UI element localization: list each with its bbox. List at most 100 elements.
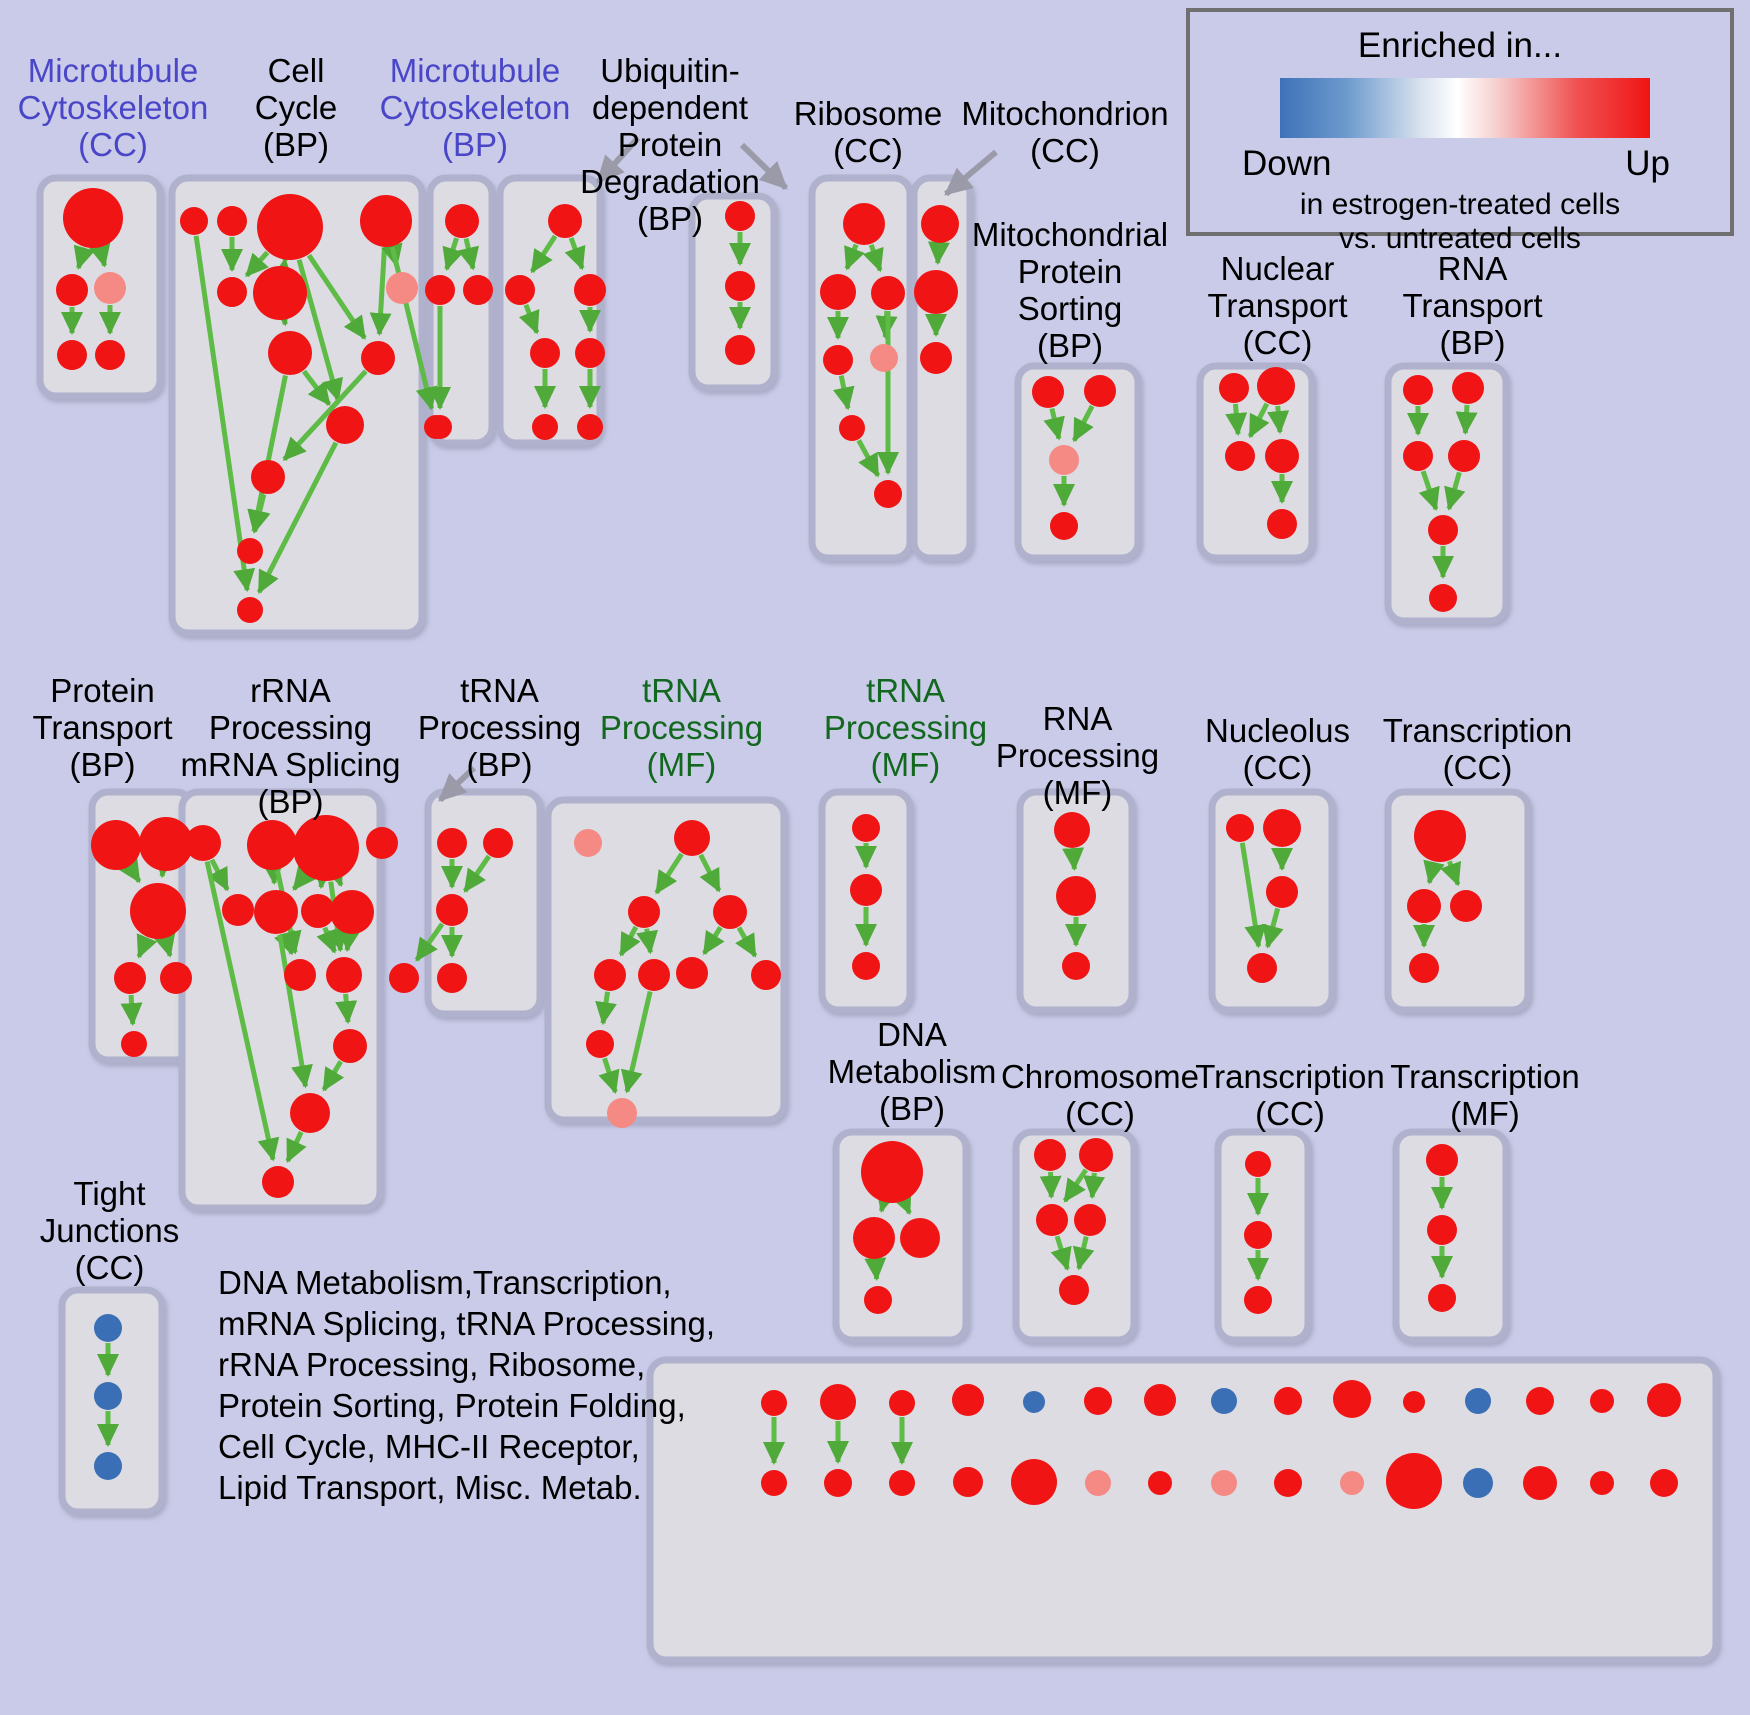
go-term-node[interactable] [1426, 1144, 1458, 1176]
go-term-node[interactable] [1590, 1389, 1614, 1413]
go-term-node[interactable] [548, 204, 582, 238]
go-term-node[interactable] [428, 415, 452, 439]
go-term-node[interactable] [914, 270, 958, 314]
go-term-node[interactable] [1274, 1387, 1302, 1415]
go-term-node[interactable] [725, 201, 755, 231]
go-term-node[interactable] [1079, 1138, 1113, 1172]
go-term-node[interactable] [1407, 889, 1441, 923]
go-term-node[interactable] [861, 1141, 923, 1203]
go-term-node[interactable] [1463, 1468, 1493, 1498]
go-term-node[interactable] [253, 266, 307, 320]
go-term-node[interactable] [1023, 1391, 1045, 1413]
go-term-node[interactable] [920, 342, 952, 374]
go-term-node[interactable] [761, 1390, 787, 1416]
go-term-node[interactable] [1403, 441, 1433, 471]
go-term-node[interactable] [1036, 1204, 1068, 1236]
go-term-node[interactable] [574, 829, 602, 857]
go-term-node[interactable] [326, 957, 362, 993]
go-term-node[interactable] [1386, 1453, 1442, 1509]
go-term-node[interactable] [1084, 1387, 1112, 1415]
go-term-node[interactable] [121, 1031, 147, 1057]
go-term-node[interactable] [139, 817, 193, 871]
go-term-node[interactable] [1032, 376, 1064, 408]
go-term-node[interactable] [820, 1384, 856, 1420]
go-term-node[interactable] [386, 272, 418, 304]
go-term-node[interactable] [850, 874, 882, 906]
go-term-node[interactable] [1414, 810, 1466, 862]
go-term-node[interactable] [1049, 445, 1079, 475]
go-term-node[interactable] [257, 194, 323, 260]
go-term-node[interactable] [713, 895, 747, 929]
go-term-node[interactable] [628, 896, 660, 928]
go-term-node[interactable] [1062, 952, 1090, 980]
go-term-node[interactable] [262, 1166, 294, 1198]
go-term-node[interactable] [114, 962, 146, 994]
go-term-node[interactable] [94, 1382, 122, 1410]
go-term-node[interactable] [952, 1384, 984, 1416]
go-term-node[interactable] [823, 345, 853, 375]
go-term-node[interactable] [1226, 814, 1254, 842]
go-term-node[interactable] [1448, 440, 1480, 472]
go-term-node[interactable] [437, 828, 467, 858]
go-term-node[interactable] [254, 890, 298, 934]
go-term-node[interactable] [1450, 890, 1482, 922]
go-term-node[interactable] [921, 205, 959, 243]
go-term-node[interactable] [95, 340, 125, 370]
go-term-node[interactable] [871, 276, 905, 310]
go-term-node[interactable] [1085, 1470, 1111, 1496]
go-term-node[interactable] [445, 204, 479, 238]
go-term-node[interactable] [864, 1286, 892, 1314]
go-term-node[interactable] [1267, 509, 1297, 539]
go-term-node[interactable] [63, 188, 123, 248]
go-term-node[interactable] [333, 1029, 367, 1063]
go-term-node[interactable] [725, 271, 755, 301]
go-term-node[interactable] [1452, 372, 1484, 404]
go-term-node[interactable] [1245, 1151, 1271, 1177]
go-term-node[interactable] [1011, 1459, 1057, 1505]
go-term-node[interactable] [889, 1470, 915, 1496]
go-term-node[interactable] [247, 820, 297, 870]
go-term-node[interactable] [237, 538, 263, 564]
go-term-node[interactable] [594, 959, 626, 991]
go-term-node[interactable] [638, 959, 670, 991]
go-term-node[interactable] [330, 890, 374, 934]
go-term-node[interactable] [1211, 1470, 1237, 1496]
go-term-node[interactable] [1054, 812, 1090, 848]
go-term-node[interactable] [1266, 876, 1298, 908]
go-term-node[interactable] [1650, 1469, 1678, 1497]
go-term-node[interactable] [676, 957, 708, 989]
go-term-node[interactable] [268, 331, 312, 375]
go-term-node[interactable] [57, 340, 87, 370]
go-term-node[interactable] [820, 274, 856, 310]
go-term-node[interactable] [574, 274, 606, 306]
go-term-node[interactable] [251, 460, 285, 494]
go-term-node[interactable] [532, 414, 558, 440]
go-term-node[interactable] [1148, 1471, 1172, 1495]
go-term-node[interactable] [94, 1314, 122, 1342]
go-term-node[interactable] [1526, 1387, 1554, 1415]
go-term-node[interactable] [853, 1217, 895, 1259]
go-term-node[interactable] [1247, 953, 1277, 983]
go-term-node[interactable] [839, 415, 865, 441]
go-term-node[interactable] [852, 952, 880, 980]
go-term-node[interactable] [1056, 876, 1096, 916]
go-term-node[interactable] [1340, 1471, 1364, 1495]
go-term-node[interactable] [1219, 373, 1249, 403]
go-term-node[interactable] [1265, 439, 1299, 473]
go-term-node[interactable] [130, 883, 186, 939]
go-term-node[interactable] [293, 815, 359, 881]
go-term-node[interactable] [1428, 1284, 1456, 1312]
go-term-node[interactable] [217, 206, 247, 236]
go-term-node[interactable] [437, 963, 467, 993]
go-term-node[interactable] [301, 894, 335, 928]
go-term-node[interactable] [1257, 367, 1295, 405]
go-term-node[interactable] [290, 1093, 330, 1133]
go-term-node[interactable] [237, 597, 263, 623]
go-term-node[interactable] [366, 827, 398, 859]
go-term-node[interactable] [180, 207, 208, 235]
go-term-node[interactable] [1403, 375, 1433, 405]
go-term-node[interactable] [1427, 1215, 1457, 1245]
go-term-node[interactable] [1428, 515, 1458, 545]
go-term-node[interactable] [1523, 1466, 1557, 1500]
go-term-node[interactable] [185, 825, 221, 861]
